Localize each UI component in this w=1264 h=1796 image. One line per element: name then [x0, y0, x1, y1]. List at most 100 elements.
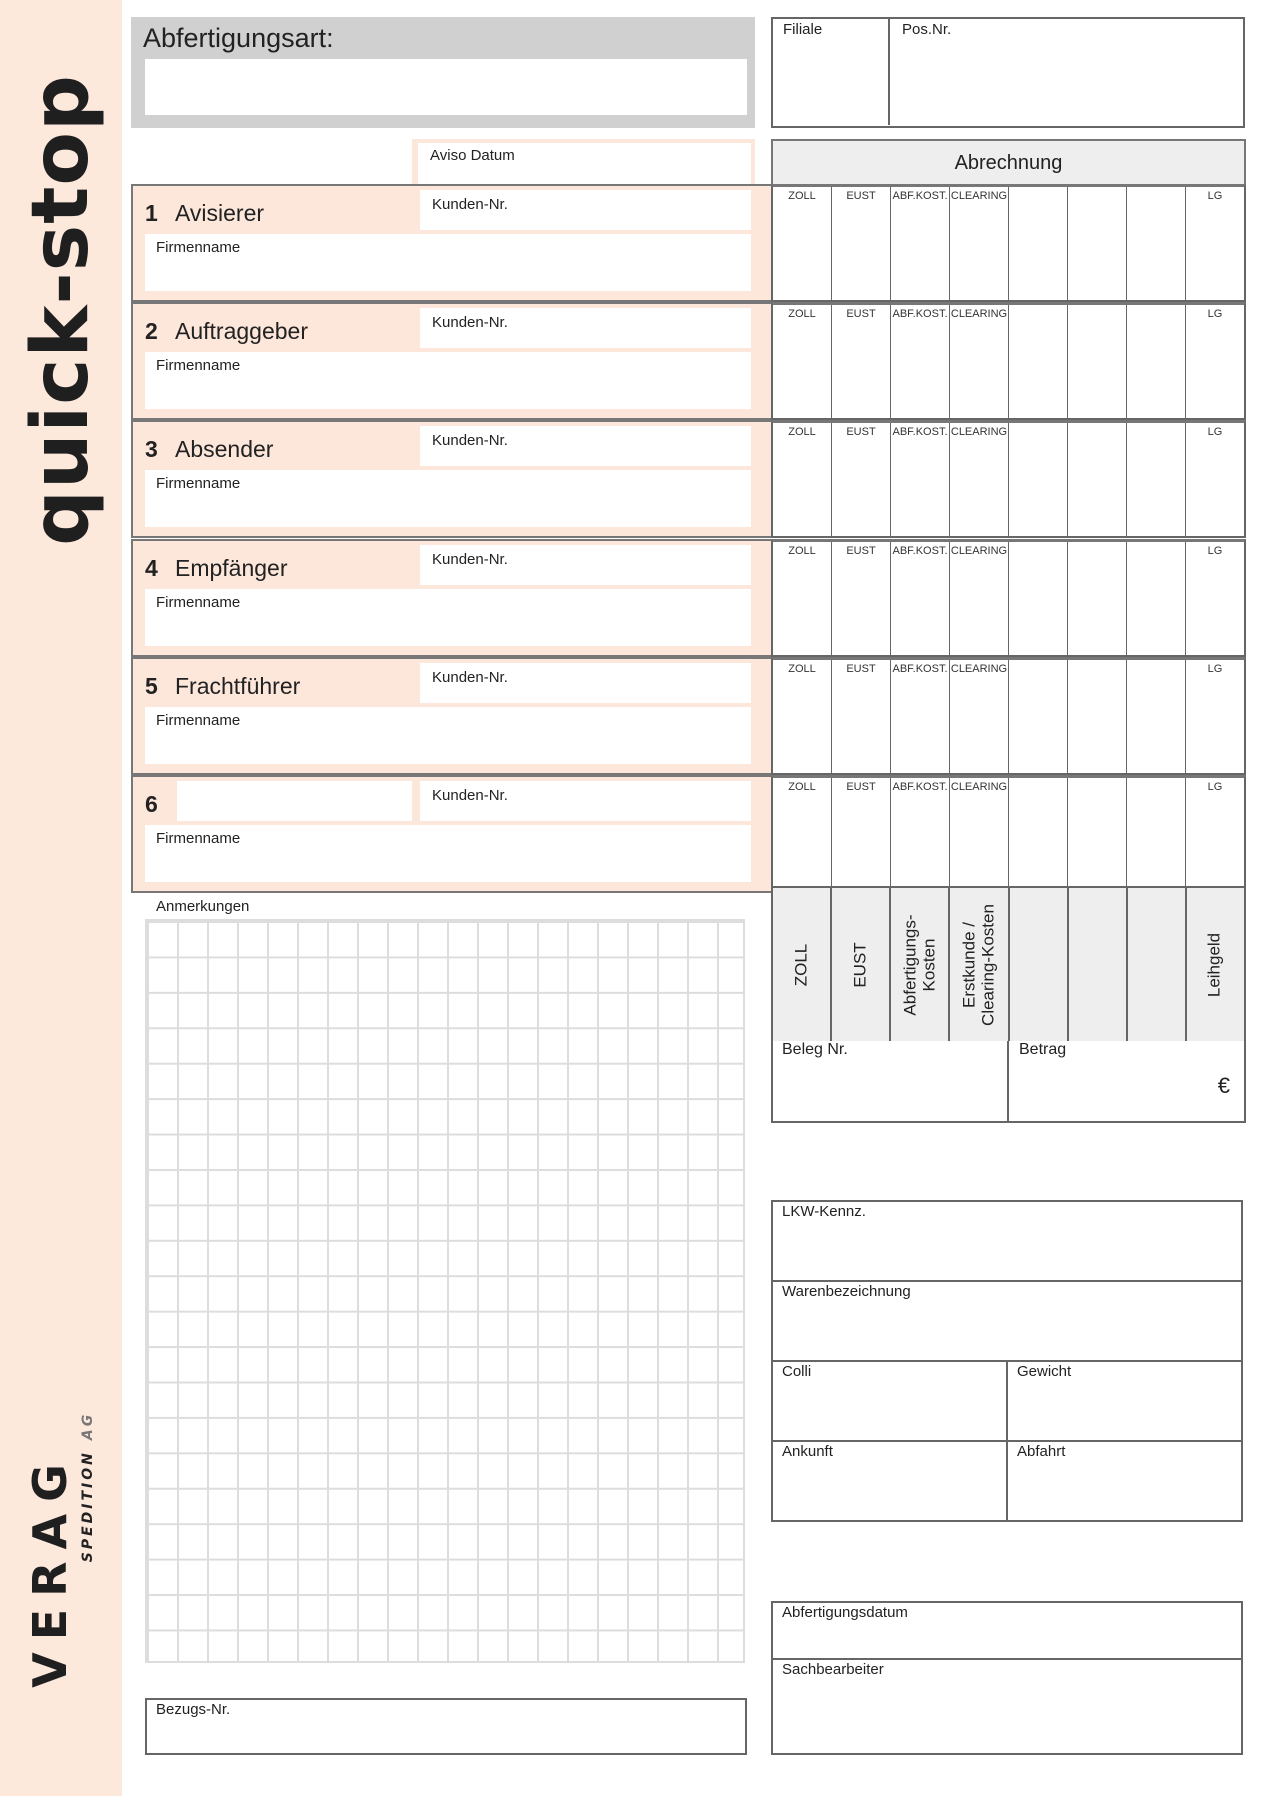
gewicht-field[interactable]: Gewicht [1008, 1362, 1241, 1442]
firmenname-field[interactable]: Firmenname [145, 470, 751, 527]
billing-cell[interactable]: CLEARING [950, 660, 1009, 773]
section-number: 6 [145, 791, 158, 817]
billing-cell[interactable]: EUST [832, 660, 891, 773]
anmerkungen-grid[interactable] [145, 919, 745, 1663]
aviso-datum-field[interactable]: Aviso Datum [412, 139, 755, 184]
billing-cell[interactable] [1068, 778, 1127, 891]
billing-cell[interactable]: EUST [832, 778, 891, 891]
bezugs-nr-field[interactable]: Bezugs-Nr. [145, 1698, 747, 1755]
billing-cell[interactable] [1068, 187, 1127, 300]
billing-cell[interactable]: CLEARING [950, 542, 1009, 655]
billing-cell[interactable] [1127, 423, 1186, 536]
lkw-kennz-label: LKW-Kennz. [782, 1203, 866, 1220]
billing-cell[interactable] [1127, 305, 1186, 418]
sachbearbeiter-label: Sachbearbeiter [782, 1661, 884, 1678]
billing-header-label: ZOLL [791, 943, 811, 986]
billing-cell[interactable]: CLEARING [950, 778, 1009, 891]
billing-cell[interactable]: EUST [832, 305, 891, 418]
billing-cell[interactable] [1009, 423, 1068, 536]
kunden-nr-field[interactable]: Kunden-Nr. [420, 545, 751, 585]
filiale-field[interactable]: Filiale [773, 19, 890, 125]
billing-header-cell: ZOLL [773, 888, 833, 1041]
party-section-4: 4 Empfänger Kunden-Nr. Firmenname [131, 539, 771, 657]
kunden-nr-label: Kunden-Nr. [432, 551, 508, 568]
billing-cell[interactable]: ABF.KOST. [891, 778, 950, 891]
abfertigungsdatum-field[interactable]: Abfertigungsdatum [773, 1603, 1241, 1660]
section-number: 5 [145, 673, 158, 699]
billing-cell[interactable]: EUST [832, 423, 891, 536]
billing-cell[interactable] [1068, 542, 1127, 655]
section-number: 4 [145, 555, 158, 581]
billing-cell[interactable] [1127, 542, 1186, 655]
billing-header-cell [1128, 888, 1187, 1041]
kunden-nr-field[interactable]: Kunden-Nr. [420, 426, 751, 466]
abfertigungsart-label: Abfertigungsart: [143, 23, 334, 53]
firmenname-label: Firmenname [156, 830, 241, 847]
billing-cell[interactable]: EUST [832, 542, 891, 655]
billing-cell[interactable]: ABF.KOST. [891, 660, 950, 773]
firmenname-field[interactable]: Firmenname [145, 707, 751, 764]
section-number: 1 [145, 200, 158, 226]
kunden-nr-label: Kunden-Nr. [432, 669, 508, 686]
kunden-nr-label: Kunden-Nr. [432, 196, 508, 213]
billing-cell[interactable] [1127, 660, 1186, 773]
colli-label: Colli [782, 1363, 812, 1380]
sachbearbeiter-field[interactable]: Sachbearbeiter [773, 1660, 1241, 1753]
billing-cell[interactable]: CLEARING [950, 305, 1009, 418]
billing-cell[interactable]: CLEARING [950, 187, 1009, 300]
billing-cell[interactable]: ZOLL [773, 778, 832, 891]
billing-cell[interactable]: ZOLL [773, 660, 832, 773]
beleg-betrag-box: Beleg Nr. Betrag € [771, 1041, 1246, 1123]
beleg-nr-field[interactable]: Beleg Nr. [773, 1041, 1009, 1121]
billing-cell[interactable]: LG [1207, 781, 1223, 793]
billing-cell[interactable]: ZOLL [773, 187, 832, 300]
colli-field[interactable]: Colli [773, 1362, 1008, 1442]
billing-cell[interactable]: ABF.KOST. [891, 187, 950, 300]
billing-cell[interactable]: LG [1207, 545, 1223, 557]
kunden-nr-field[interactable]: Kunden-Nr. [420, 781, 751, 821]
firmenname-field[interactable]: Firmenname [145, 589, 751, 646]
billing-row-2: ZOLL EUST ABF.KOST. CLEARING LG [771, 302, 1246, 420]
billing-cell[interactable] [1009, 305, 1068, 418]
billing-cell[interactable] [1009, 778, 1068, 891]
billing-cell[interactable] [1068, 305, 1127, 418]
sidebar-brand-strip: quick-stop VERAG SPEDITION AG [0, 0, 122, 1796]
billing-cell[interactable]: ZOLL [773, 305, 832, 418]
ankunft-field[interactable]: Ankunft [773, 1442, 1008, 1520]
billing-cell[interactable] [1009, 660, 1068, 773]
billing-header-cell: Abfertigungs- Kosten [891, 888, 951, 1041]
billing-row-6: ZOLL EUST ABF.KOST. CLEARING LG [771, 775, 1246, 893]
billing-cell[interactable]: EUST [832, 187, 891, 300]
party-section-2: 2 Auftraggeber Kunden-Nr. Firmenname [131, 302, 771, 420]
billing-cell[interactable]: LG [1207, 663, 1223, 675]
billing-cell[interactable]: ABF.KOST. [891, 542, 950, 655]
billing-cell[interactable] [1068, 423, 1127, 536]
billing-cell[interactable] [1127, 778, 1186, 891]
billing-cell[interactable] [1068, 660, 1127, 773]
billing-cell[interactable]: ZOLL [773, 423, 832, 536]
billing-cell[interactable]: CLEARING [950, 423, 1009, 536]
firmenname-field[interactable]: Firmenname [145, 234, 751, 291]
warenbezeichnung-field[interactable]: Warenbezeichnung [773, 1282, 1241, 1362]
kunden-nr-field[interactable]: Kunden-Nr. [420, 190, 751, 230]
billing-cell[interactable] [1009, 187, 1068, 300]
firmenname-field[interactable]: Firmenname [145, 825, 751, 882]
billing-cell[interactable]: LG [1207, 308, 1223, 320]
lkw-kennz-field[interactable]: LKW-Kennz. [773, 1202, 1241, 1282]
anmerkungen-label: Anmerkungen [156, 898, 250, 915]
billing-cell[interactable]: ABF.KOST. [891, 305, 950, 418]
betrag-field[interactable]: Betrag € [1009, 1041, 1244, 1121]
billing-cell[interactable]: ZOLL [773, 542, 832, 655]
custom-role-input[interactable] [177, 781, 412, 821]
kunden-nr-field[interactable]: Kunden-Nr. [420, 663, 751, 703]
kunden-nr-field[interactable]: Kunden-Nr. [420, 308, 751, 348]
abfahrt-field[interactable]: Abfahrt [1008, 1442, 1241, 1520]
billing-cell[interactable] [1127, 187, 1186, 300]
billing-cell[interactable] [1009, 542, 1068, 655]
abfertigungsart-input[interactable] [145, 59, 747, 115]
party-section-6: 6 Kunden-Nr. Firmenname [131, 775, 771, 893]
firmenname-field[interactable]: Firmenname [145, 352, 751, 409]
billing-cell[interactable]: LG [1207, 426, 1223, 438]
billing-cell[interactable]: ABF.KOST. [891, 423, 950, 536]
billing-cell[interactable]: LG [1207, 190, 1223, 202]
